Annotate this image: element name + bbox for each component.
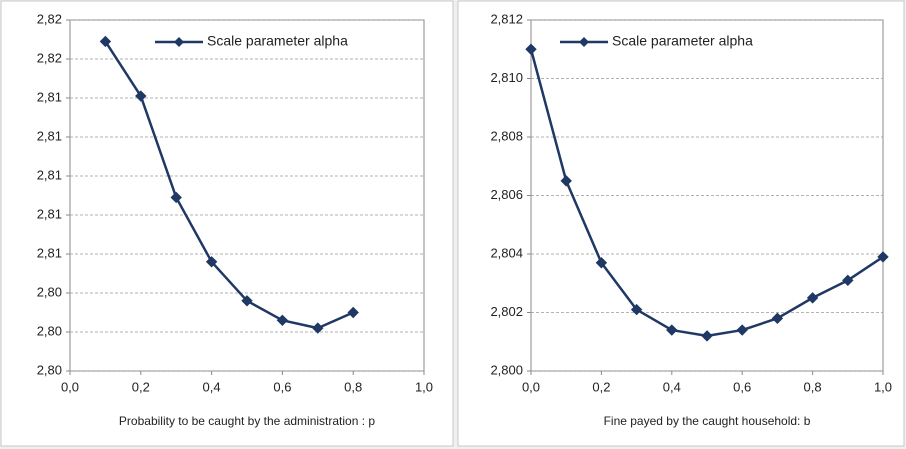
x-tick-label: 0,6 [733,379,751,394]
y-tick-label: 2,81 [37,89,62,104]
data-point [525,43,537,55]
y-tick-label: 2,800 [490,362,523,377]
y-tick-label: 2,806 [490,187,523,202]
data-point [135,90,147,102]
data-point [170,191,182,204]
y-tick-label: 2,81 [37,128,62,143]
data-point [666,324,678,336]
legend-marker [579,37,589,47]
data-point [560,175,572,187]
legend-marker [174,37,184,47]
y-tick-label: 2,81 [37,206,62,221]
data-point [806,292,819,304]
panel [457,0,905,447]
series-line [104,40,354,330]
data-point [771,312,784,325]
data-point [736,324,748,336]
x-axis-label: Probability to be caught by the administ… [119,414,375,428]
x-tick-label: 0,0 [522,379,540,394]
y-tick-label: 2,802 [490,304,523,319]
y-tick-label: 2,81 [37,167,62,182]
x-tick-label: 0,4 [203,379,221,394]
data-point [630,303,643,316]
x-tick-label: 0,8 [344,379,362,394]
data-point [241,295,253,307]
data-point [347,306,359,319]
y-tick-label: 2,808 [490,128,523,143]
x-tick-label: 0,8 [804,379,822,394]
legend-label: Scale parameter alpha [612,33,753,49]
y-tick-label: 2,81 [37,245,62,260]
y-tick-label: 2,82 [37,11,62,26]
legend-label: Scale parameter alpha [207,33,348,49]
x-tick-label: 0,0 [61,379,79,394]
data-point [205,256,218,268]
data-point [276,314,289,327]
x-tick-label: 0,2 [132,379,150,394]
data-point [877,251,889,263]
panel [0,0,454,447]
data-point [842,274,854,287]
y-tick-label: 2,80 [37,362,62,377]
data-point [701,330,713,342]
x-tick-label: 0,6 [273,379,291,394]
x-tick-label: 1,0 [415,379,433,394]
x-axis-label: Fine payed by the caught household: b [604,414,811,428]
x-tick-label: 0,2 [592,379,610,394]
data-point [99,35,112,48]
y-tick-label: 2,82 [37,50,62,65]
y-tick-label: 2,80 [37,323,62,338]
y-tick-label: 2,804 [490,245,523,260]
data-point [312,322,324,334]
data-point [595,257,608,269]
x-tick-label: 1,0 [874,379,892,394]
x-tick-label: 0,4 [663,379,681,394]
y-tick-label: 2,810 [490,70,523,85]
y-tick-label: 2,812 [490,11,523,26]
y-tick-label: 2,80 [37,284,62,299]
